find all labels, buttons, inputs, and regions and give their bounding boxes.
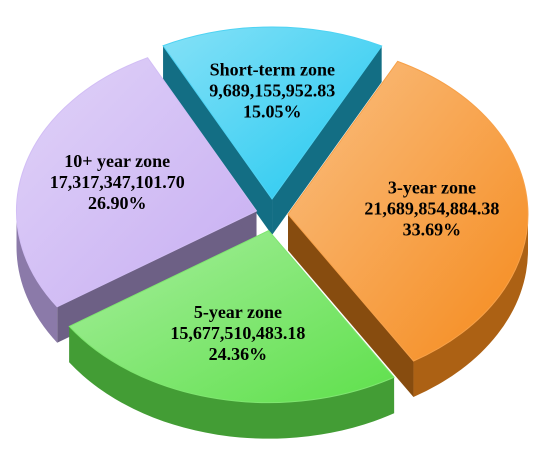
slice-edge [163,45,273,236]
slice-label: 5-year zone [194,302,282,322]
slice-label: 3-year zone [388,178,476,198]
slice-label: 24.36% [209,344,268,364]
slice [162,26,383,200]
slice-label: 21,689,854,884.38 [364,199,499,219]
slice-label: 33.69% [403,220,462,240]
slice-label: 15.05% [243,102,302,122]
slice-label: 10+ year zone [64,151,170,171]
slice-side [69,326,395,439]
slice-label: Short-term zone [210,60,335,80]
slice-label: 15,677,510,483.18 [170,323,305,343]
slice-edge [272,45,382,236]
slice-tops [16,26,529,404]
slice-edge [287,214,414,398]
slice-label: 17,317,347,101.70 [50,172,185,192]
slice [287,60,529,362]
slice-side [413,214,528,398]
slice [16,57,258,308]
slice [68,230,395,404]
slice-side [16,211,58,343]
slice-label: 9,689,155,952.83 [209,81,335,101]
slice-label: 26.90% [88,193,147,213]
